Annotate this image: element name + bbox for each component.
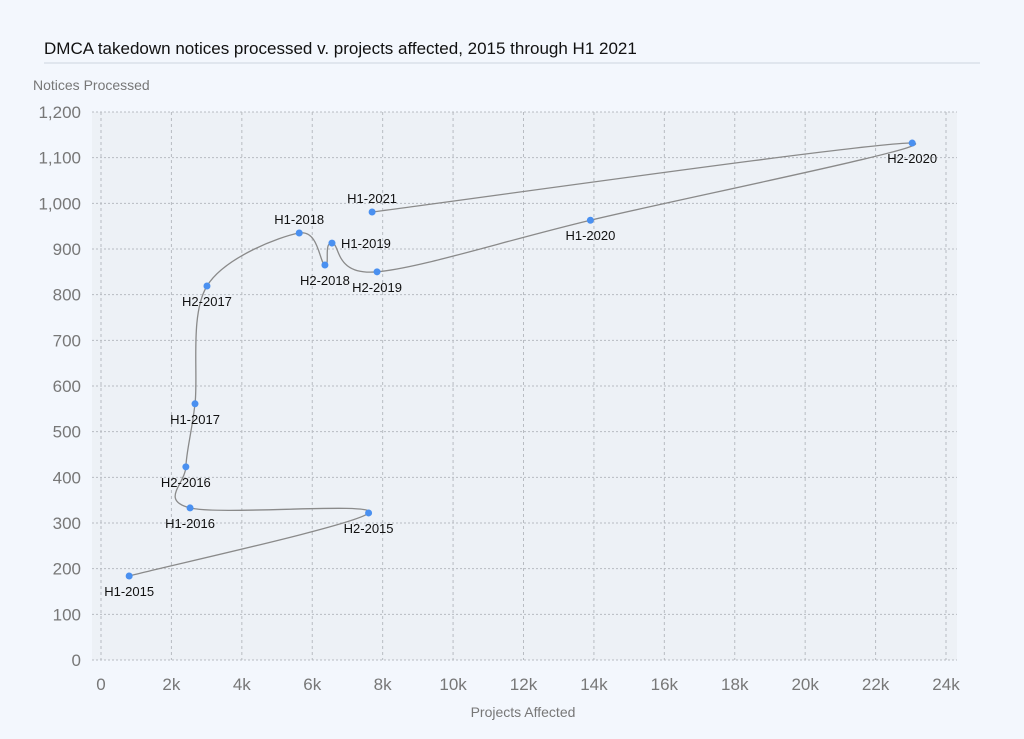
grid <box>92 111 957 661</box>
data-point <box>368 208 376 216</box>
x-tick-label: 20k <box>791 675 819 694</box>
x-tick-label: 14k <box>580 675 608 694</box>
x-tick-label: 22k <box>862 675 890 694</box>
y-tick-label: 100 <box>53 605 81 624</box>
x-axis-title: Projects Affected <box>471 704 576 720</box>
data-point <box>203 282 211 290</box>
y-tick-label: 800 <box>53 286 81 305</box>
data-label: H2-2019 <box>352 280 402 295</box>
data-point <box>186 504 194 512</box>
y-tick-label: 300 <box>53 514 81 533</box>
data-label: H1-2015 <box>104 584 154 599</box>
data-point <box>586 216 594 224</box>
x-tick-label: 4k <box>233 675 251 694</box>
x-axis: 0 2k 4k 6k 8k 10k 12k 14k 16k 18k 20k 22k 24k <box>96 675 960 694</box>
x-tick-label: 24k <box>932 675 960 694</box>
data-label: H1-2019 <box>341 236 391 251</box>
data-label: H2-2015 <box>344 521 394 536</box>
data-labels: H1-2015 H2-2015 H1-2016 H2-2016 H1-2017 H2-20… <box>104 151 937 599</box>
y-tick-label: 500 <box>53 423 81 442</box>
data-point <box>321 261 329 269</box>
data-label: H1-2021 <box>347 191 397 206</box>
y-axis-title: Notices Processed <box>33 77 150 93</box>
x-tick-label: 18k <box>721 675 749 694</box>
data-point <box>191 400 199 408</box>
data-point <box>125 572 133 580</box>
y-tick-label: 1,200 <box>38 103 81 122</box>
data-point <box>908 139 916 147</box>
x-tick-label: 0 <box>96 675 105 694</box>
data-point <box>328 239 336 247</box>
data-label: H2-2017 <box>182 294 232 309</box>
data-label: H1-2016 <box>165 516 215 531</box>
x-tick-label: 16k <box>651 675 679 694</box>
y-axis: 0 100 200 300 400 500 600 700 800 900 1,000 1,100 1,… <box>38 103 81 670</box>
data-label: H2-2016 <box>161 475 211 490</box>
data-label: H2-2020 <box>887 151 937 166</box>
y-tick-label: 1,000 <box>38 194 81 213</box>
data-label: H1-2017 <box>170 412 220 427</box>
y-tick-label: 600 <box>53 377 81 396</box>
x-tick-label: 6k <box>303 675 321 694</box>
y-tick-label: 900 <box>53 240 81 259</box>
x-tick-label: 10k <box>439 675 467 694</box>
x-tick-label: 2k <box>162 675 180 694</box>
data-point <box>182 463 190 471</box>
data-points <box>125 139 916 580</box>
data-point <box>365 509 373 517</box>
data-label: H1-2018 <box>274 212 324 227</box>
series-line <box>129 142 917 577</box>
data-point <box>373 268 381 276</box>
data-label: H2-2018 <box>300 273 350 288</box>
y-tick-label: 400 <box>53 468 81 487</box>
x-tick-label: 8k <box>374 675 392 694</box>
x-tick-label: 12k <box>510 675 538 694</box>
chart-title: DMCA takedown notices processed v. proje… <box>44 39 637 58</box>
data-label: H1-2020 <box>565 228 615 243</box>
y-tick-label: 700 <box>53 331 81 350</box>
y-tick-label: 0 <box>72 651 81 670</box>
data-point <box>295 229 303 237</box>
y-tick-label: 1,100 <box>38 149 81 168</box>
y-tick-label: 200 <box>53 560 81 579</box>
